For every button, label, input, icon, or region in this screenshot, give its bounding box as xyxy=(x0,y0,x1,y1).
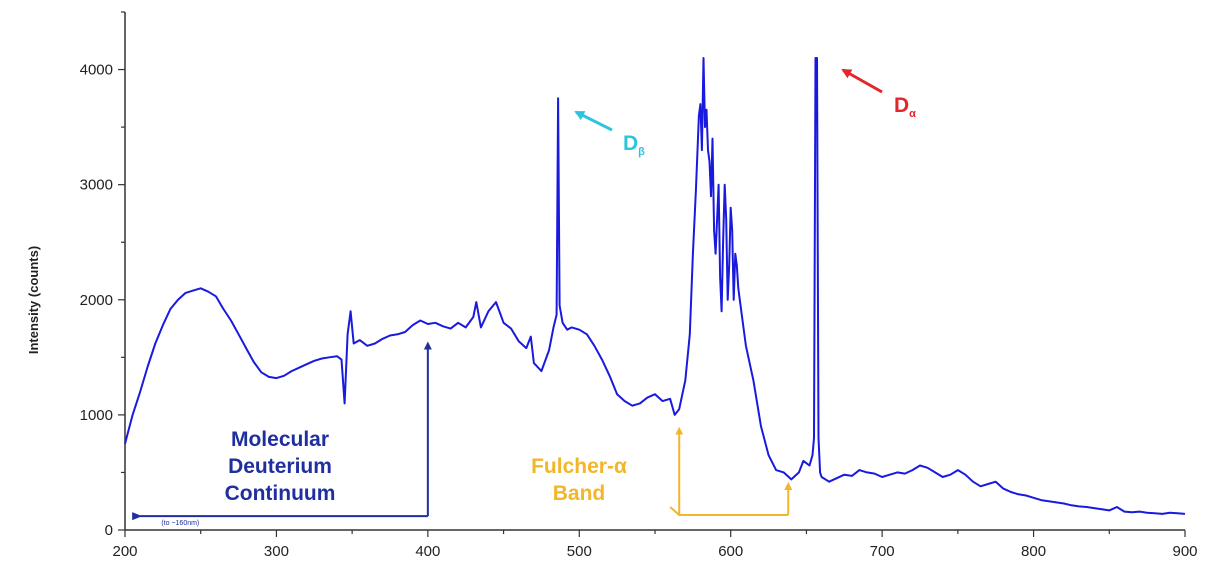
d-alpha-subscript: α xyxy=(909,108,916,120)
x-tick-label: 600 xyxy=(718,543,743,560)
x-tick-label: 300 xyxy=(264,543,289,560)
fulcher-label-line-2: Band xyxy=(553,482,606,505)
d-beta-label: Dβ xyxy=(623,132,645,158)
x-tick-label: 900 xyxy=(1172,543,1197,560)
series-layer xyxy=(124,57,1186,515)
x-tick-label: 400 xyxy=(415,543,440,560)
y-tick-label: 2000 xyxy=(80,292,113,309)
annotations: Molecular Deuterium Continuum (to ~160nm… xyxy=(132,68,916,527)
continuum-arrow-label: (to ~160nm) xyxy=(161,520,199,527)
d-beta-arrow xyxy=(574,110,613,132)
x-tick-label: 200 xyxy=(112,543,137,560)
axes: 0 1000 2000 3000 4000 200 300 400 500 600 700 800 90… xyxy=(80,11,1198,560)
x-tick-label: 700 xyxy=(870,543,895,560)
y-tick-label: 0 xyxy=(105,522,113,539)
y-axis-label: Intensity (counts) xyxy=(26,246,41,354)
d-beta-letter: D xyxy=(623,132,638,155)
d-beta-subscript: β xyxy=(638,146,645,158)
continuum-label-line-2: Deuterium xyxy=(228,455,332,478)
fulcher-label-line-1: Fulcher-α xyxy=(531,455,627,478)
continuum-label-line-1: Molecular xyxy=(231,428,329,451)
d-alpha-arrow xyxy=(841,68,883,94)
d-alpha-label: Dα xyxy=(894,94,916,120)
x-tick-label: 800 xyxy=(1021,543,1046,560)
x-tick-label: 500 xyxy=(567,543,592,560)
y-tick-label: 1000 xyxy=(80,407,113,424)
series-line-0 xyxy=(124,57,1186,515)
fulcher-bracket xyxy=(669,506,789,517)
y-tick-label: 4000 xyxy=(80,62,113,79)
y-tick-label: 3000 xyxy=(80,177,113,194)
continuum-label-line-3: Continuum xyxy=(225,482,336,505)
d-alpha-letter: D xyxy=(894,94,909,117)
